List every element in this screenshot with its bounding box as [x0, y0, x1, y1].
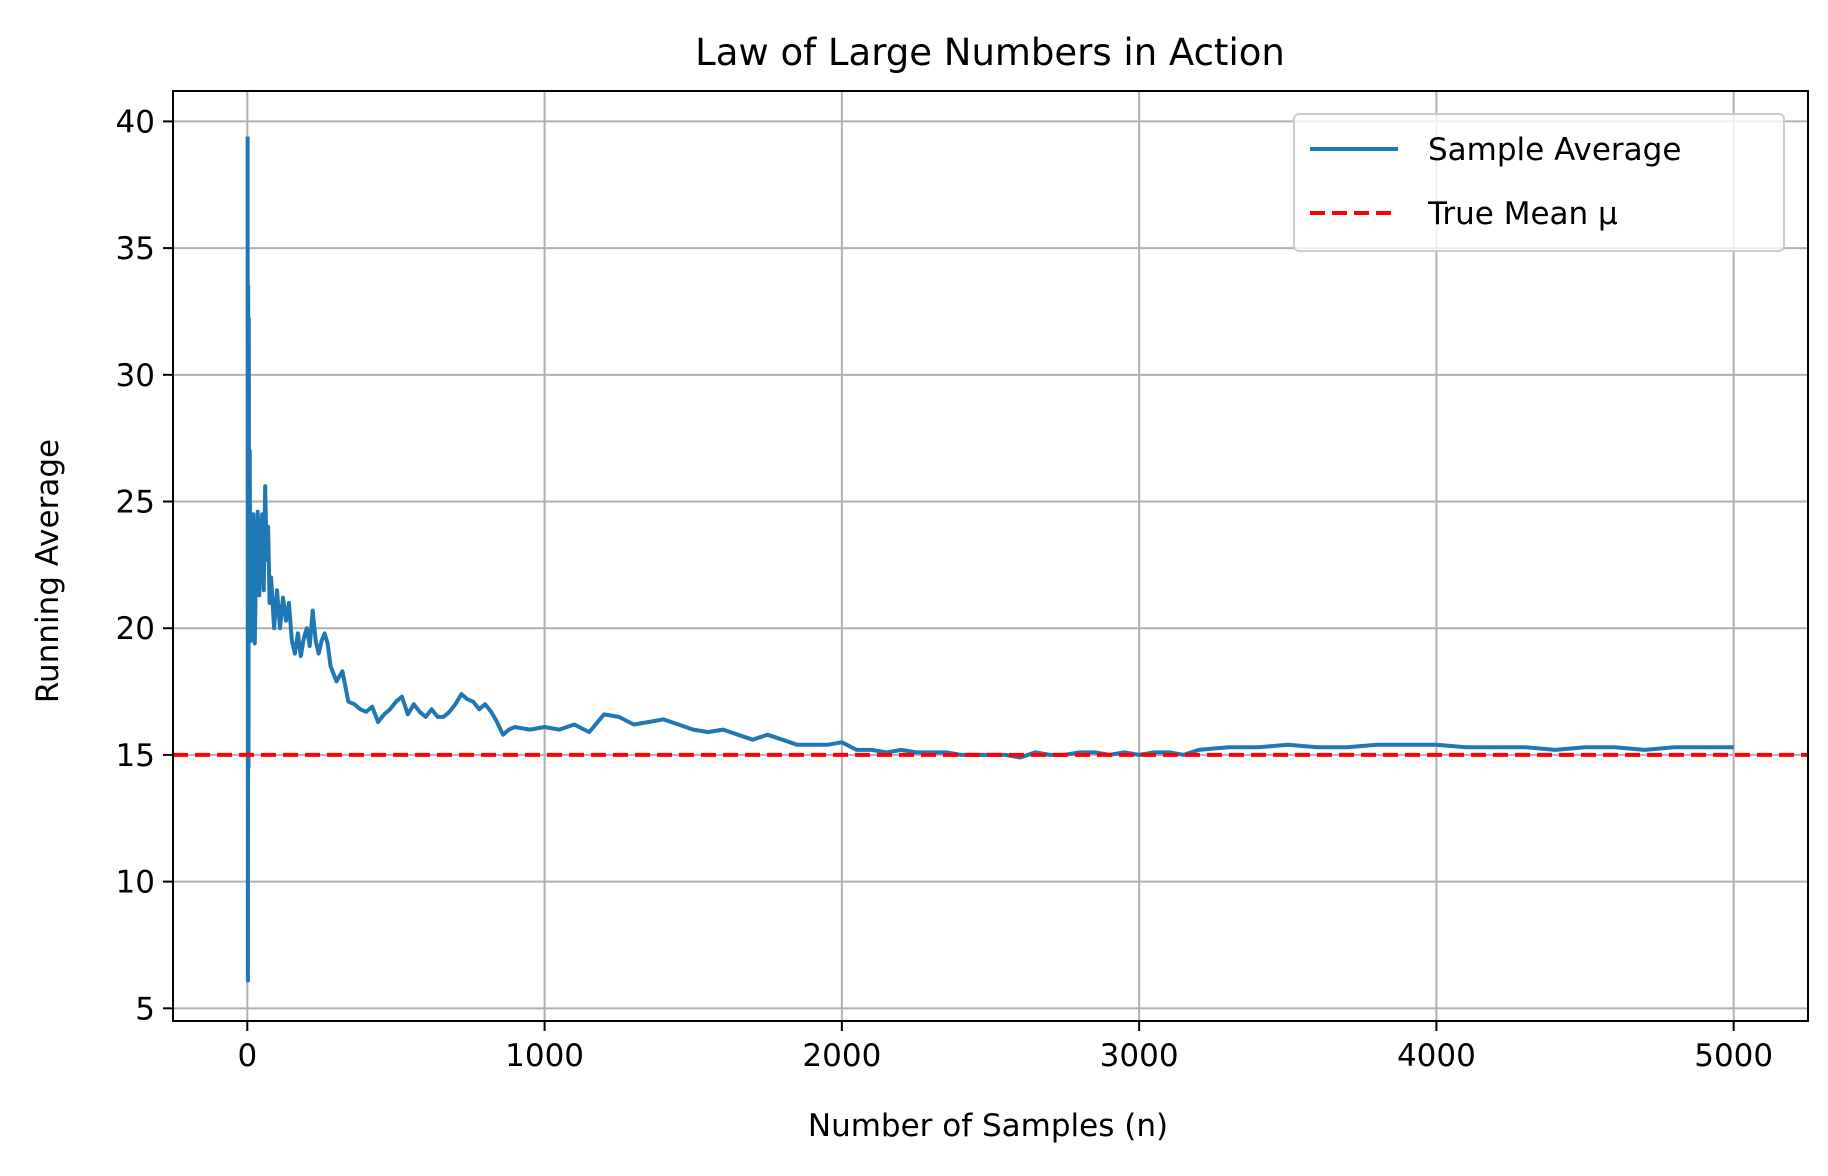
- y-tick-label: 30: [116, 358, 155, 394]
- y-axis-ticks: 5 10 15 20 25 30 35 40: [116, 104, 173, 1027]
- x-tick-label: 1000: [505, 1038, 584, 1074]
- x-tick-label: 5000: [1694, 1038, 1773, 1074]
- y-tick-label: 10: [116, 865, 155, 901]
- y-tick-label: 35: [116, 231, 155, 267]
- y-tick-label: 40: [116, 104, 155, 140]
- x-tick-label: 4000: [1397, 1038, 1476, 1074]
- chart-title: Law of Large Numbers in Action: [695, 31, 1285, 74]
- y-tick-label: 5: [135, 991, 155, 1027]
- legend-frame: [1293, 113, 1785, 252]
- legend: Sample Average True Mean μ: [1293, 113, 1785, 252]
- axes-frame: [172, 90, 1809, 1022]
- legend-true-mean-label: True Mean μ: [1427, 196, 1618, 232]
- x-tick-label: 3000: [1100, 1038, 1179, 1074]
- x-tick-label: 2000: [802, 1038, 881, 1074]
- plot-area: [172, 90, 1809, 1022]
- y-tick-label: 25: [116, 485, 155, 521]
- y-tick-label: 15: [116, 738, 155, 774]
- x-axis-ticks: 0 1000 2000 3000 4000 5000: [237, 1021, 1773, 1074]
- x-axis-label: Number of Samples (n): [808, 1108, 1168, 1144]
- y-axis-label: Running Average: [30, 439, 66, 703]
- sample-average-line: [245, 136, 1734, 983]
- y-tick-label: 20: [116, 611, 155, 647]
- legend-sample-average-label: Sample Average: [1428, 132, 1681, 168]
- x-tick-label: 0: [237, 1038, 257, 1074]
- series-lines: [173, 136, 1808, 983]
